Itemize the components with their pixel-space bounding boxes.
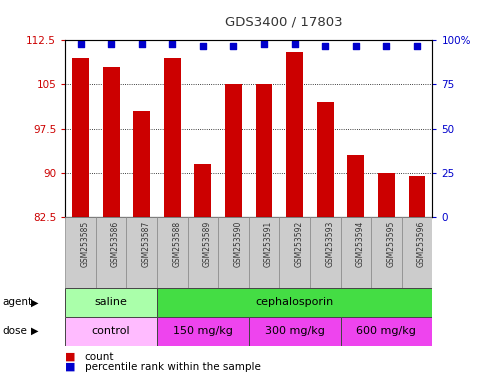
Text: GSM253588: GSM253588 xyxy=(172,220,181,266)
Point xyxy=(321,43,329,49)
Text: agent: agent xyxy=(2,297,32,308)
Point xyxy=(77,41,85,47)
Text: control: control xyxy=(92,326,130,336)
Bar xyxy=(164,58,181,217)
Bar xyxy=(317,102,334,217)
Bar xyxy=(409,176,426,217)
Bar xyxy=(127,217,157,288)
Bar xyxy=(133,111,150,217)
Text: GSM253585: GSM253585 xyxy=(81,220,89,267)
Point xyxy=(169,41,176,47)
Bar xyxy=(249,317,341,346)
Text: ▶: ▶ xyxy=(31,326,39,336)
Bar xyxy=(279,217,310,288)
Point xyxy=(260,41,268,47)
Text: GSM253596: GSM253596 xyxy=(417,220,426,267)
Text: 300 mg/kg: 300 mg/kg xyxy=(265,326,325,336)
Point xyxy=(352,43,360,49)
Bar xyxy=(187,217,218,288)
Point xyxy=(291,41,298,47)
Bar xyxy=(103,67,119,217)
Text: GSM253592: GSM253592 xyxy=(295,220,304,267)
Text: GSM253595: GSM253595 xyxy=(386,220,396,267)
Bar xyxy=(310,217,341,288)
Text: GSM253594: GSM253594 xyxy=(356,220,365,267)
Text: 150 mg/kg: 150 mg/kg xyxy=(173,326,233,336)
Bar xyxy=(341,317,432,346)
Text: count: count xyxy=(85,352,114,362)
Bar xyxy=(65,217,96,288)
Text: GDS3400 / 17803: GDS3400 / 17803 xyxy=(225,15,342,28)
Text: GSM253593: GSM253593 xyxy=(325,220,334,267)
Point xyxy=(413,43,421,49)
Text: GSM253590: GSM253590 xyxy=(233,220,242,267)
Text: ■: ■ xyxy=(65,362,76,372)
Bar xyxy=(225,84,242,217)
Bar xyxy=(371,217,402,288)
Text: GSM253586: GSM253586 xyxy=(111,220,120,267)
Bar xyxy=(157,317,249,346)
Text: 600 mg/kg: 600 mg/kg xyxy=(356,326,416,336)
Bar xyxy=(157,217,187,288)
Text: GSM253589: GSM253589 xyxy=(203,220,212,267)
Bar xyxy=(195,164,211,217)
Text: GSM253587: GSM253587 xyxy=(142,220,151,267)
Bar xyxy=(341,217,371,288)
Point xyxy=(107,41,115,47)
Point xyxy=(138,41,145,47)
Text: ■: ■ xyxy=(65,352,76,362)
Bar xyxy=(65,317,157,346)
Bar xyxy=(249,217,279,288)
Text: percentile rank within the sample: percentile rank within the sample xyxy=(85,362,260,372)
Text: ▶: ▶ xyxy=(31,297,39,308)
Text: dose: dose xyxy=(2,326,28,336)
Point xyxy=(383,43,390,49)
Point xyxy=(199,43,207,49)
Bar xyxy=(256,84,272,217)
Text: saline: saline xyxy=(95,297,128,308)
Bar xyxy=(218,217,249,288)
Bar xyxy=(157,288,432,317)
Text: GSM253591: GSM253591 xyxy=(264,220,273,267)
Text: cephalosporin: cephalosporin xyxy=(256,297,334,308)
Bar xyxy=(65,288,157,317)
Bar xyxy=(286,52,303,217)
Bar xyxy=(72,58,89,217)
Bar xyxy=(347,155,364,217)
Bar xyxy=(96,217,127,288)
Bar xyxy=(378,173,395,217)
Bar xyxy=(402,217,432,288)
Point xyxy=(229,43,237,49)
